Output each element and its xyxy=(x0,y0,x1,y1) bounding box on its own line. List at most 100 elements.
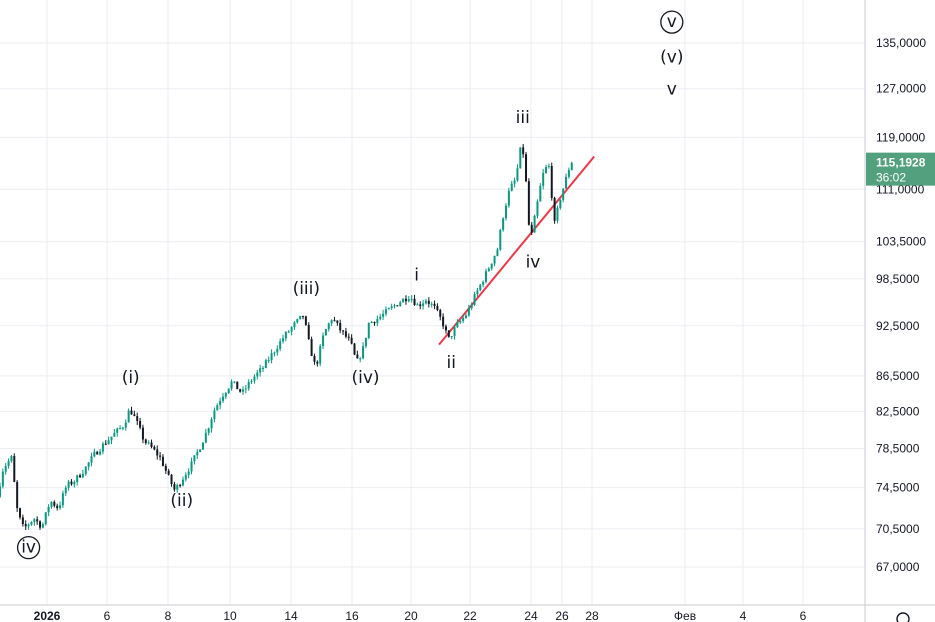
candle xyxy=(227,388,230,395)
candle xyxy=(304,315,307,326)
candle xyxy=(356,350,359,359)
candle xyxy=(270,349,273,364)
wave-label: i xyxy=(414,265,419,285)
candle xyxy=(50,501,53,509)
y-tick-label: 86,5000 xyxy=(876,369,920,383)
candle xyxy=(505,203,508,221)
candle xyxy=(313,353,316,365)
candle xyxy=(241,386,244,395)
candle xyxy=(427,297,430,308)
candle xyxy=(159,451,162,461)
candle xyxy=(250,379,253,384)
candle xyxy=(219,397,222,410)
candle xyxy=(87,462,90,471)
candle xyxy=(444,324,447,334)
x-tick-label: 20 xyxy=(404,609,418,622)
candle xyxy=(439,308,442,321)
candle xyxy=(350,334,353,345)
candle xyxy=(262,365,265,373)
price-axis[interactable]: 67,0000 70,5000 74,5000 78,5000 82,5000 86,50… xyxy=(864,0,926,622)
wave-label-text: i xyxy=(414,265,419,285)
candle xyxy=(339,319,342,334)
chart-grid xyxy=(0,0,865,605)
candle xyxy=(484,268,487,284)
wave-label: iv xyxy=(16,535,41,560)
candle xyxy=(239,388,242,393)
candle xyxy=(384,306,387,317)
candle xyxy=(181,476,184,487)
candle xyxy=(107,436,110,445)
y-tick-label: 82,5000 xyxy=(876,404,920,418)
candle xyxy=(41,522,44,529)
candle xyxy=(284,330,287,342)
candle xyxy=(310,336,313,357)
candle xyxy=(402,298,405,303)
candle xyxy=(390,303,393,310)
candle xyxy=(199,449,202,453)
candle xyxy=(407,295,410,303)
candle xyxy=(161,454,164,467)
candle xyxy=(293,321,296,330)
candle xyxy=(170,474,173,487)
candle xyxy=(0,482,1,498)
candle xyxy=(230,379,233,391)
candle xyxy=(545,164,548,174)
candle xyxy=(519,147,522,169)
candle xyxy=(370,320,373,324)
candle xyxy=(110,436,113,445)
candle xyxy=(316,360,319,367)
candle xyxy=(27,523,30,530)
candle xyxy=(244,384,247,394)
y-tick-label: 98,5000 xyxy=(876,272,920,286)
candle xyxy=(133,410,136,417)
wave-label: ii xyxy=(447,353,456,373)
candle xyxy=(21,514,24,527)
candle xyxy=(4,462,7,475)
candle xyxy=(307,322,310,340)
candle xyxy=(196,448,199,460)
candle xyxy=(510,180,513,192)
candle xyxy=(413,294,416,306)
y-tick-label: 78,5000 xyxy=(876,442,920,456)
candle xyxy=(67,479,70,491)
candle xyxy=(359,357,362,363)
candle xyxy=(347,333,350,341)
candle xyxy=(416,302,419,306)
candle xyxy=(276,345,279,356)
candle xyxy=(470,302,473,311)
candle xyxy=(173,481,176,492)
candle xyxy=(464,313,467,319)
candle xyxy=(79,473,82,478)
candle xyxy=(330,319,333,326)
candle xyxy=(7,458,10,469)
candle xyxy=(442,313,445,330)
settings-icon[interactable] xyxy=(896,612,910,622)
candle xyxy=(144,438,147,445)
y-tick-label: 111,0000 xyxy=(876,182,925,196)
candle xyxy=(90,452,93,467)
candle xyxy=(570,161,573,171)
candle xyxy=(13,453,16,483)
candle xyxy=(184,472,187,482)
candle xyxy=(353,342,356,356)
candle xyxy=(299,315,302,320)
candle xyxy=(76,474,79,486)
red-trendline[interactable] xyxy=(438,155,595,346)
candle xyxy=(522,143,525,158)
candle xyxy=(324,328,327,336)
y-tick-label: 92,5000 xyxy=(876,319,920,333)
candle xyxy=(24,520,27,531)
candle xyxy=(99,448,102,456)
candle xyxy=(253,374,256,384)
candle xyxy=(373,321,376,326)
candle xyxy=(113,429,116,437)
wave-label-text: (iv) xyxy=(351,368,379,388)
candle xyxy=(319,343,322,367)
price-badge-bg xyxy=(866,152,935,186)
candle xyxy=(136,412,139,426)
time-axis[interactable]: 2026 6 8 10 14 16 20 22 24 26 28 Фев 4 6 xyxy=(0,604,935,622)
candle xyxy=(233,381,236,384)
candle xyxy=(542,168,545,190)
